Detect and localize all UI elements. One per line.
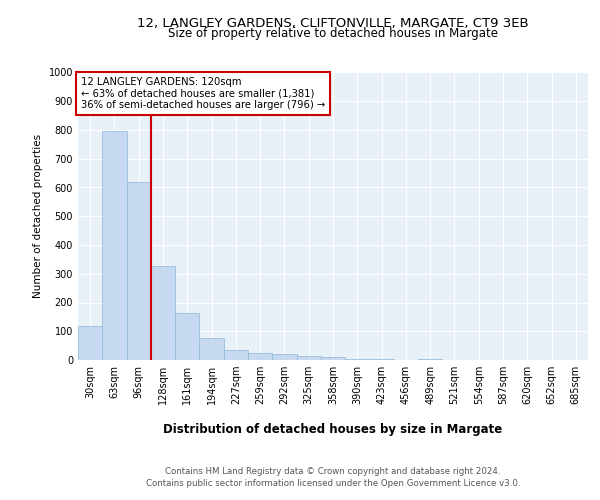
Bar [345,358,370,360]
Text: 12 LANGLEY GARDENS: 120sqm
← 63% of detached houses are smaller (1,381)
36% of s: 12 LANGLEY GARDENS: 120sqm ← 63% of deta… [80,77,325,110]
Bar [102,132,127,360]
Bar [127,182,151,360]
Bar [78,326,102,360]
Bar [248,353,272,360]
Bar [418,358,442,360]
Bar [199,338,224,360]
Bar [321,357,345,360]
Bar [151,266,175,360]
Text: Distribution of detached houses by size in Margate: Distribution of detached houses by size … [163,422,503,436]
Text: Size of property relative to detached houses in Margate: Size of property relative to detached ho… [168,28,498,40]
Text: Contains public sector information licensed under the Open Government Licence v3: Contains public sector information licen… [146,479,520,488]
Text: 12, LANGLEY GARDENS, CLIFTONVILLE, MARGATE, CT9 3EB: 12, LANGLEY GARDENS, CLIFTONVILLE, MARGA… [137,18,529,30]
Bar [224,350,248,360]
Text: Contains HM Land Registry data © Crown copyright and database right 2024.: Contains HM Land Registry data © Crown c… [165,468,501,476]
Bar [370,359,394,360]
Bar [175,314,199,360]
Y-axis label: Number of detached properties: Number of detached properties [33,134,43,298]
Bar [296,356,321,360]
Bar [272,354,296,360]
